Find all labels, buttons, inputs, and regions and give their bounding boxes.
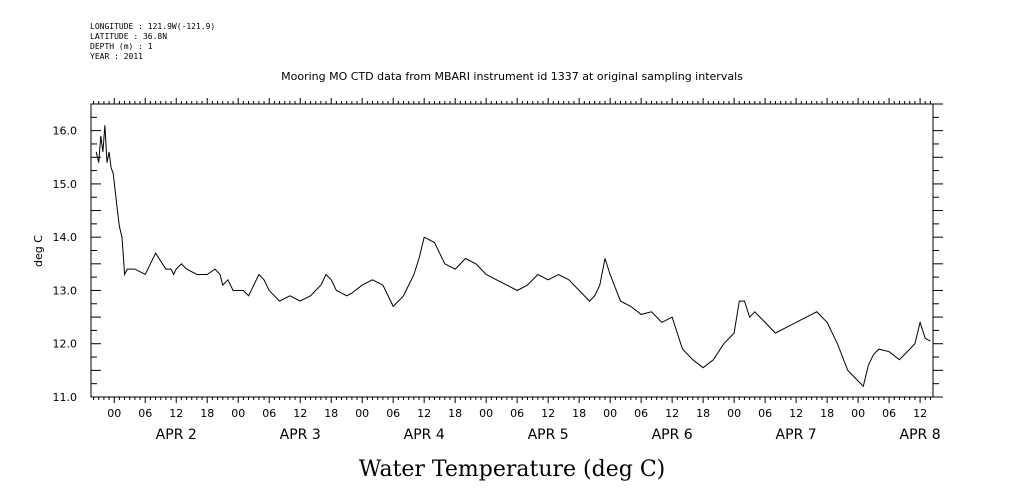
chart-title: Mooring MO CTD data from MBARI instrumen…: [281, 70, 743, 83]
latitude-label: LATITUDE : 36.8N: [90, 32, 168, 41]
x-tick-label: 12: [169, 407, 183, 420]
day-label: APR 5: [528, 427, 569, 443]
x-tick-label: 18: [448, 407, 462, 420]
x-tick-label: 12: [913, 407, 927, 420]
x-tick-label: 18: [200, 407, 214, 420]
x-tick-label: 12: [417, 407, 431, 420]
day-label: APR 2: [156, 427, 197, 443]
mooring-metadata: LONGITUDE : 121.9W(-121.9) LATITUDE : 36…: [90, 22, 215, 62]
longitude-label: LONGITUDE : 121.9W(-121.9): [90, 22, 216, 31]
day-label: APR 3: [280, 427, 321, 443]
day-label: APR 4: [404, 427, 445, 443]
x-axis-title: Water Temperature (deg C): [359, 457, 666, 482]
x-tick-label: 12: [293, 407, 307, 420]
x-tick-label: 00: [355, 407, 369, 420]
x-tick-label: 18: [572, 407, 586, 420]
year-label: YEAR : 2011: [90, 52, 143, 61]
y-tick-label: 12.0: [53, 338, 78, 351]
x-tick-label: 12: [541, 407, 555, 420]
x-tick-label: 00: [727, 407, 741, 420]
x-tick-label: 06: [634, 407, 648, 420]
x-tick-labels: 00 06 12 18 00 06 12 18 00 06 12 18 00 06 12 18 00 06 12 18…: [107, 407, 927, 420]
x-tick-label: 12: [789, 407, 803, 420]
x-tick-label: 18: [820, 407, 834, 420]
day-label: APR 7: [776, 427, 817, 443]
y-tick-label: 11.0: [53, 391, 78, 404]
temperature-series-line: [95, 125, 931, 388]
x-tick-label: 00: [231, 407, 245, 420]
x-tick-label: 00: [603, 407, 617, 420]
y-tick-labels: 11.0 12.0 13.0 14.0 15.0 16.0: [53, 125, 78, 404]
x-tick-label: 18: [696, 407, 710, 420]
y-tick-label: 14.0: [53, 231, 78, 244]
plot-frame: [90, 103, 934, 398]
x-tick-label: 18: [324, 407, 338, 420]
y-tick-label: 13.0: [53, 284, 78, 297]
axis-ticks: [91, 98, 943, 403]
y-axis-title: deg C: [32, 235, 45, 267]
day-label: APR 8: [900, 427, 941, 443]
day-labels: APR 2 APR 3 APR 4 APR 5 APR 6 APR 7 APR 8: [156, 427, 941, 443]
y-tick-label: 16.0: [53, 125, 78, 138]
x-tick-label: 12: [665, 407, 679, 420]
x-tick-label: 06: [510, 407, 524, 420]
x-tick-label: 06: [386, 407, 400, 420]
x-tick-label: 06: [882, 407, 896, 420]
depth-label: DEPTH (m) : 1: [90, 42, 153, 51]
x-tick-label: 00: [479, 407, 493, 420]
y-tick-label: 15.0: [53, 178, 78, 191]
x-tick-label: 06: [758, 407, 772, 420]
x-tick-label: 00: [107, 407, 121, 420]
x-tick-label: 06: [262, 407, 276, 420]
day-label: APR 6: [652, 427, 693, 443]
x-tick-label: 06: [138, 407, 152, 420]
x-tick-label: 00: [851, 407, 865, 420]
